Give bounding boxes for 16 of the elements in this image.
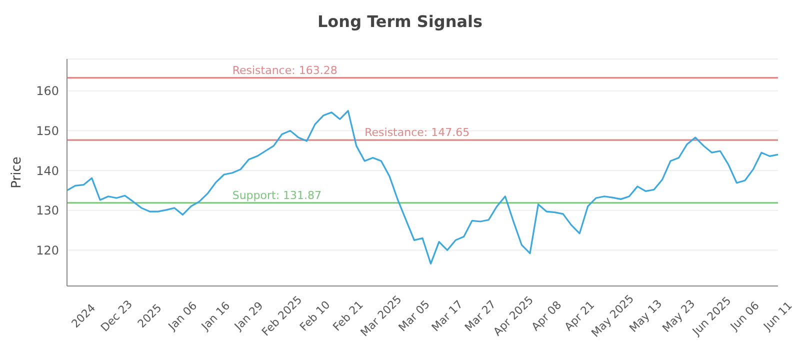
y-tick-label: 160: [36, 84, 59, 98]
x-tick-label: Mar 17: [429, 298, 466, 334]
line-series: [66, 110, 779, 264]
y-tick-label: 130: [36, 204, 59, 218]
x-tick-label: Dec 23: [98, 298, 135, 334]
x-tick-label: Jun 11: [760, 299, 795, 334]
y-tick-label: 140: [36, 164, 59, 178]
y-axis-title: Price: [10, 156, 25, 188]
ref-line-label: Support: 131.87: [232, 188, 322, 202]
y-tick-label: 150: [36, 124, 59, 138]
x-tick-label: Jan 16: [198, 299, 233, 334]
x-tick-label: Jan 06: [165, 299, 200, 334]
chart-title: Long Term Signals: [316, 12, 484, 31]
y-tick-label: 120: [36, 243, 59, 258]
ref-line-label: Resistance: 147.65: [364, 126, 470, 140]
ref-line-label: Resistance: 163.28: [232, 64, 338, 77]
